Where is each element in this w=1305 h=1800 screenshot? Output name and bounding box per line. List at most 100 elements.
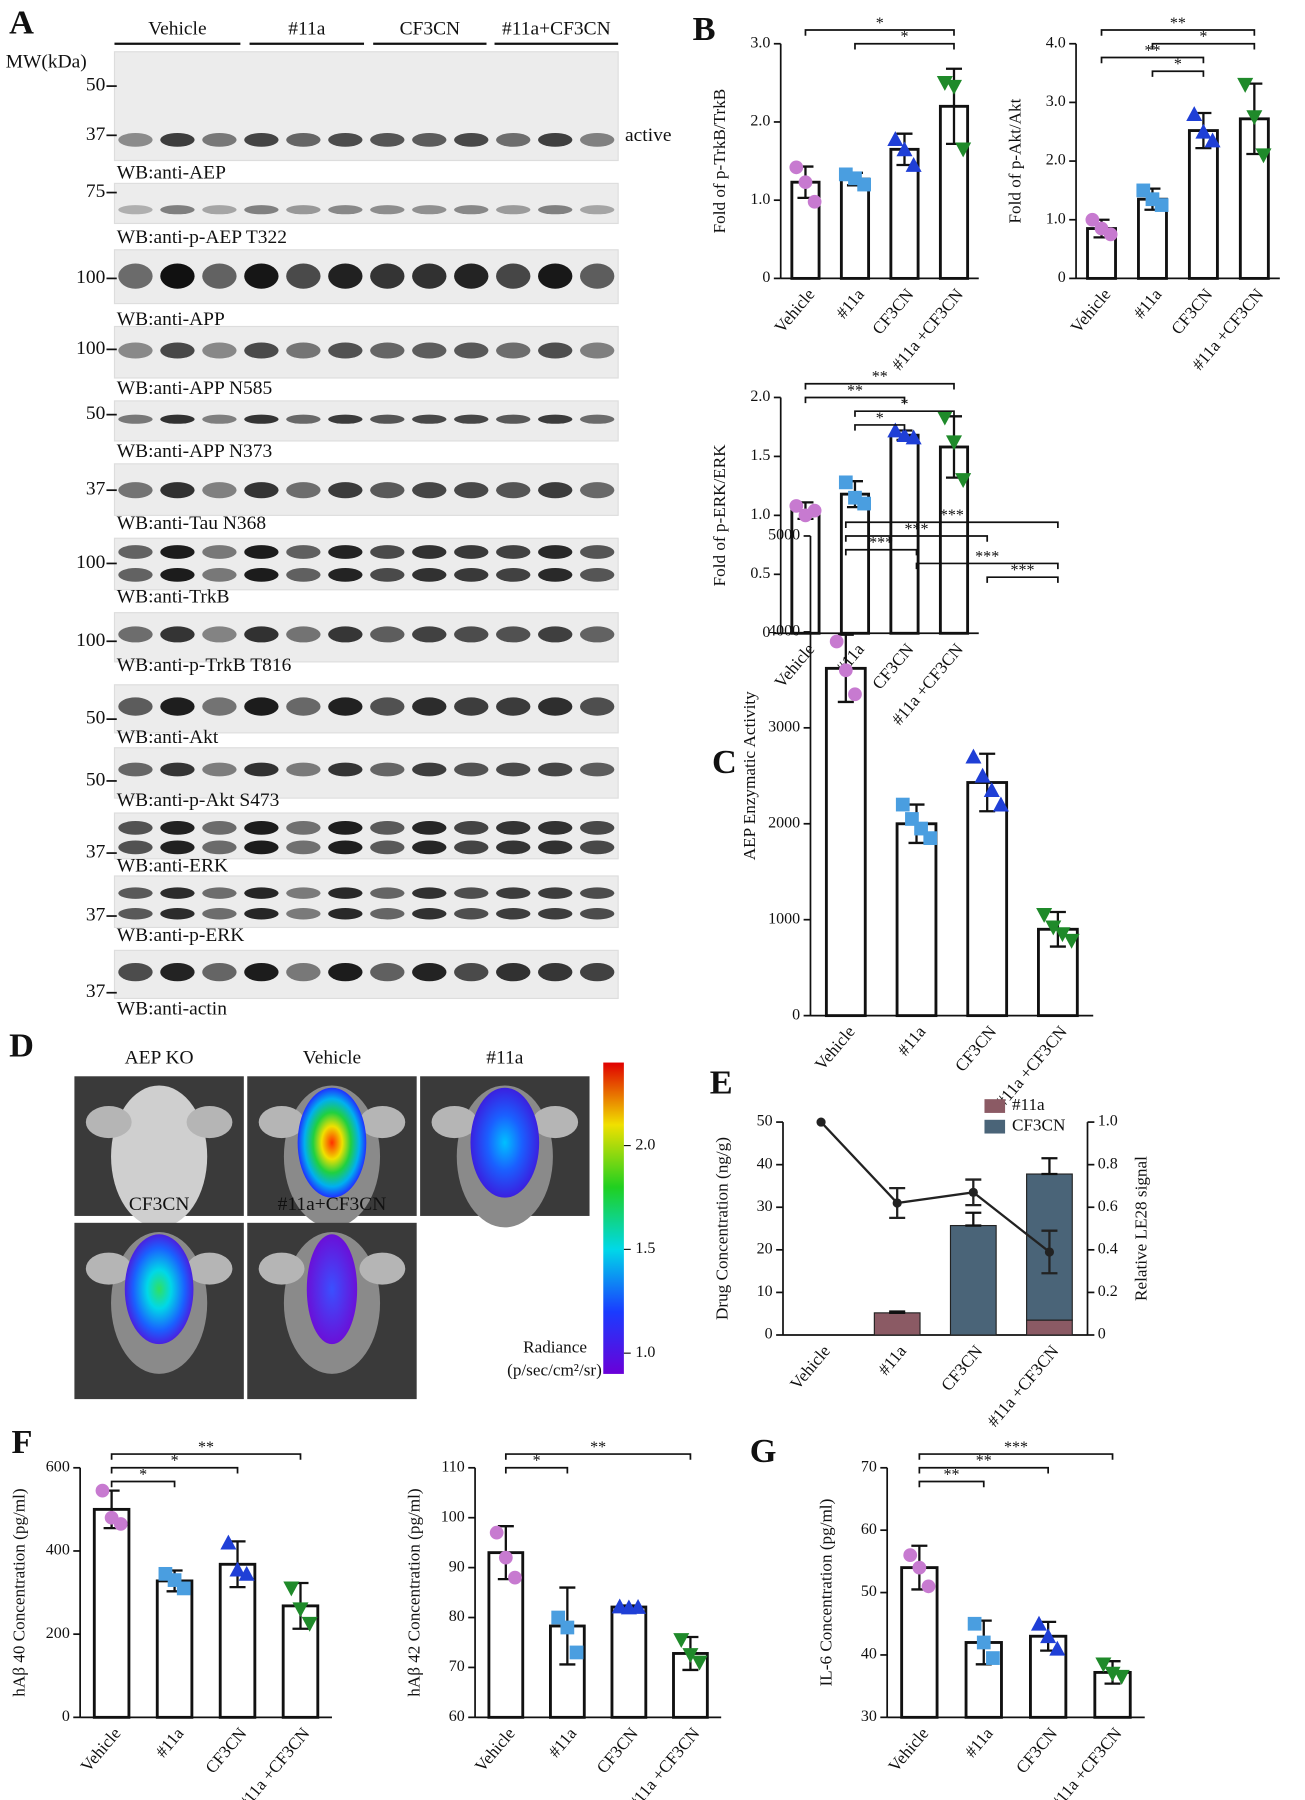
blot-band <box>244 568 279 582</box>
mw-label: 37 <box>86 124 106 145</box>
colorbar-title: Radiance <box>523 1338 587 1357</box>
mouse-ear <box>359 1106 406 1139</box>
blot-band <box>286 545 321 559</box>
x-tick-label: #11a +CF3CN <box>984 1342 1063 1431</box>
blot-band <box>244 821 279 835</box>
blot-band <box>496 205 531 215</box>
line-point <box>968 1187 978 1197</box>
data-point <box>895 797 910 812</box>
blot-band <box>286 821 321 835</box>
y-tick-label: 0 <box>762 269 770 286</box>
data-point <box>857 177 872 192</box>
blot-band <box>496 568 531 582</box>
blot-band <box>580 762 615 777</box>
blot-band <box>160 133 195 147</box>
blot-strip <box>113 812 619 860</box>
blot-band <box>454 133 489 147</box>
data-point <box>838 663 853 678</box>
mouse-ear <box>186 1252 233 1285</box>
significance-label: * <box>900 29 908 46</box>
blot-band <box>244 482 279 499</box>
blot-band <box>538 482 573 499</box>
blot-band <box>538 840 573 855</box>
panel-letter: E <box>710 1063 733 1101</box>
blot-band <box>328 133 363 147</box>
blot-band <box>454 762 489 777</box>
mouse-ear <box>258 1252 305 1285</box>
blot-strip <box>113 684 619 734</box>
data-point <box>1049 1640 1066 1656</box>
y-tick-label: 0 <box>765 1326 773 1343</box>
significance-bracket <box>110 1453 302 1460</box>
blot-band <box>580 133 615 147</box>
blot-band <box>412 568 447 582</box>
y-tick-label: 3.0 <box>750 34 770 51</box>
data-point <box>921 1579 936 1594</box>
wb-label: WB:anti-ERK <box>117 855 228 876</box>
blot-band <box>580 962 615 982</box>
blot-band <box>538 342 573 359</box>
x-tick-label: CF3CN <box>1012 1724 1061 1777</box>
x-tick-label: #11a <box>545 1724 581 1762</box>
panel-letter: B <box>693 10 716 48</box>
significance-label: ** <box>944 1466 960 1483</box>
significance-label: ** <box>590 1439 606 1456</box>
x-tick-label: Vehicle <box>1067 285 1115 337</box>
blot-band <box>244 205 279 215</box>
data-point <box>838 475 853 490</box>
blot-band <box>160 762 195 777</box>
significance-bracket <box>854 424 906 431</box>
wb-label: WB:anti-APP N585 <box>117 378 272 399</box>
significance-label: * <box>876 410 884 427</box>
significance-bracket <box>804 29 955 36</box>
mw-label: 50 <box>86 708 105 729</box>
x-tick-label: #11a <box>875 1341 911 1379</box>
colorbar-tick-label: 1.0 <box>635 1344 655 1361</box>
blot-band <box>580 568 615 582</box>
blot-band <box>580 626 615 643</box>
blot-band <box>454 840 489 855</box>
significance-label: * <box>171 1453 179 1470</box>
blot-band <box>370 697 405 716</box>
significance-bracket <box>1151 70 1205 77</box>
x-tick-label: Vehicle <box>771 285 819 337</box>
blot-band <box>370 908 405 920</box>
x-tick-label: CF3CN <box>869 285 918 338</box>
blot-band <box>454 821 489 835</box>
blot-strip <box>113 325 619 379</box>
data-point <box>983 782 1000 798</box>
blot-band <box>370 887 405 899</box>
blot-band <box>580 887 615 899</box>
blot-band <box>160 568 195 582</box>
mw-label: 37 <box>86 842 106 863</box>
data-point <box>1204 132 1221 148</box>
blot-band <box>538 887 573 899</box>
y-tick-label: 4000 <box>768 623 800 640</box>
y-tick-label: 60 <box>861 1521 877 1538</box>
blot-band <box>160 482 195 499</box>
wb-label: WB:anti-Akt <box>117 727 219 748</box>
blot-band <box>328 626 363 643</box>
bar-segment <box>949 1224 997 1336</box>
mouse-head <box>111 1085 208 1228</box>
signal-blob <box>470 1087 540 1198</box>
wb-label: WB:anti-APP <box>117 309 225 330</box>
blot-band <box>496 887 531 899</box>
panel-letter: G <box>750 1432 777 1470</box>
blot-band <box>202 545 237 559</box>
significance-label: * <box>876 15 884 32</box>
blot-band <box>118 626 153 643</box>
blot-band <box>244 962 279 982</box>
blot-band <box>202 821 237 835</box>
wb-label: WB:anti-p-ERK <box>117 925 244 946</box>
blot-strip <box>113 400 619 442</box>
blot-band <box>118 263 153 289</box>
significance-bracket <box>110 1480 176 1488</box>
wb-label: WB:anti-actin <box>117 998 227 1019</box>
y-tick-label: 3000 <box>768 719 800 736</box>
mw-label: 37 <box>86 904 106 925</box>
bar <box>92 1507 131 1719</box>
y-tick-label: 50 <box>861 1583 877 1600</box>
blot-band <box>538 626 573 643</box>
data-point <box>829 634 844 649</box>
